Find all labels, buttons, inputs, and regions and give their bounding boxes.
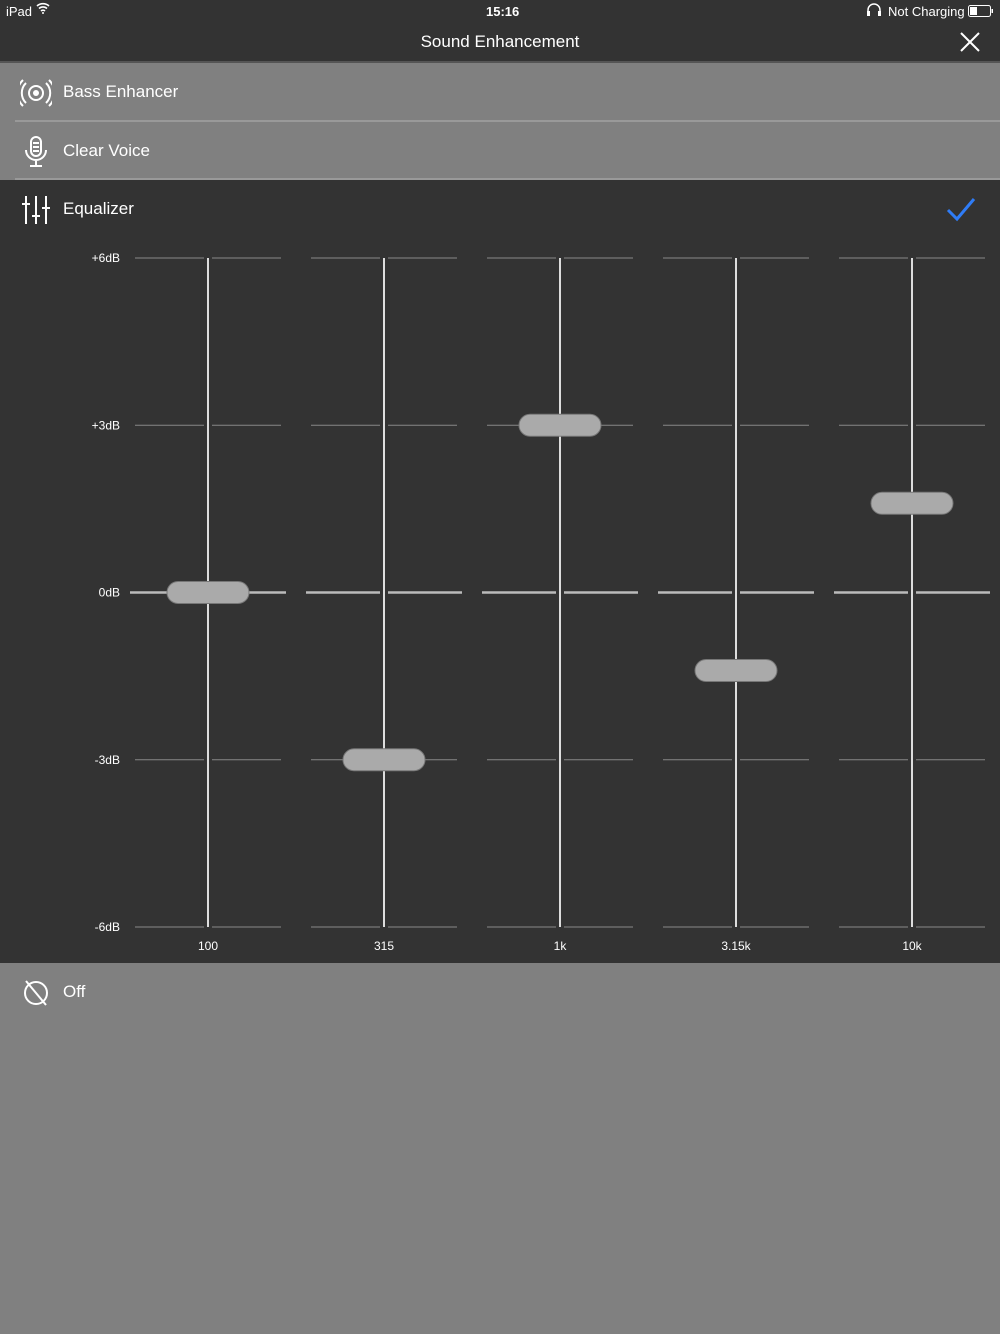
slider-thumb[interactable]: [342, 748, 426, 772]
slider-thumb[interactable]: [870, 491, 954, 515]
status-bar: iPad 15:16 Not Charging: [0, 0, 1000, 22]
y-axis-label: +6dB: [92, 251, 120, 265]
option-label: Bass Enhancer: [63, 82, 179, 101]
clock: 15:16: [486, 4, 520, 19]
band-label: 1k: [554, 939, 568, 953]
option-label: Clear Voice: [63, 141, 150, 160]
option-equalizer[interactable]: Equalizer: [0, 180, 1000, 238]
wifi-icon: [36, 2, 50, 17]
band-label: 315: [374, 939, 394, 953]
option-off[interactable]: Off: [0, 963, 1000, 1021]
off-icon: [24, 980, 48, 1006]
band-label: 3.15k: [721, 939, 751, 953]
equalizer-chart: +6dB +3dB 0dB -3dB -6dB 100 315 1k 3.15k 10k: [92, 251, 990, 953]
divider: [15, 178, 1000, 180]
y-axis-label: 0dB: [99, 586, 120, 600]
checkmark-icon: [946, 198, 976, 222]
battery-icon: [968, 5, 994, 20]
nav-bar: Sound Enhancement: [0, 22, 1000, 63]
equalizer-panel: Equalizer +6dB +3dB 0dB -3dB -6dB 100 315 1k 3.1…: [0, 180, 1000, 963]
battery-status: Not Charging: [888, 4, 965, 19]
band-label: 10k: [902, 939, 922, 953]
option-label: Equalizer: [63, 199, 134, 218]
y-axis-label: +3dB: [92, 418, 120, 432]
page-title: Sound Enhancement: [420, 32, 580, 51]
sliders-icon: [22, 196, 50, 224]
divider: [15, 120, 1000, 122]
slider-thumb[interactable]: [166, 581, 250, 604]
slider-thumb[interactable]: [694, 659, 778, 683]
band-label: 100: [198, 939, 218, 953]
y-axis-label: -3dB: [95, 753, 120, 767]
option-clear-voice[interactable]: Clear Voice: [0, 122, 1000, 180]
option-bass-enhancer[interactable]: Bass Enhancer: [0, 63, 1000, 121]
speaker-waves-icon: [20, 79, 52, 107]
close-icon: [960, 32, 980, 52]
headphones-icon: [866, 3, 882, 19]
slider-thumb[interactable]: [518, 413, 602, 437]
close-button[interactable]: [958, 30, 982, 54]
device-label: iPad: [6, 4, 33, 19]
y-axis-label: -6dB: [95, 920, 120, 934]
microphone-icon: [25, 136, 47, 167]
option-label: Off: [63, 982, 86, 1001]
